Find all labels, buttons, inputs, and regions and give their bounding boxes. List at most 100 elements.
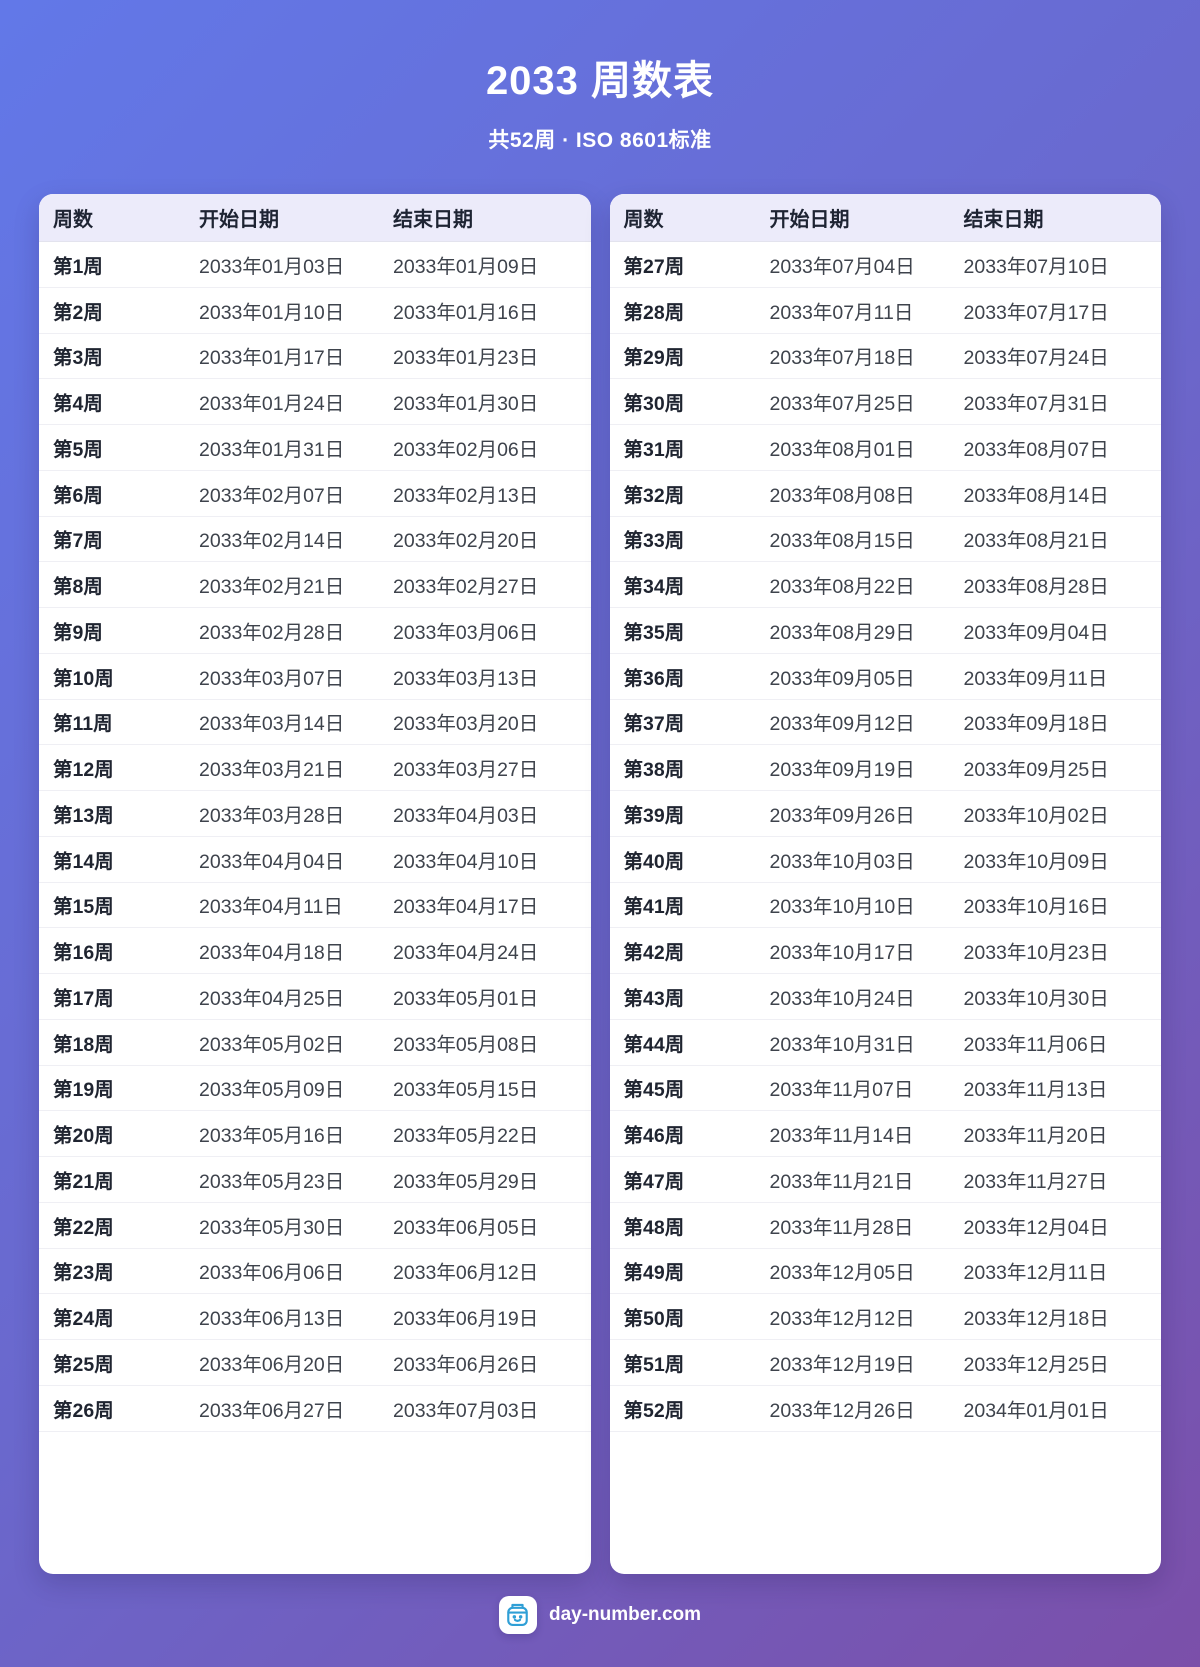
start-date-cell: 2033年06月06日 xyxy=(199,1262,345,1285)
table-row: 第38周 2033年09月19日 2033年09月25日 xyxy=(609,745,1161,791)
end-date-cell: 2033年10月30日 xyxy=(963,987,1109,1010)
week-table-card-second-half: 周数 开始日期 结束日期 第27周 2033年07月04日 2033年07月10… xyxy=(609,194,1161,1574)
start-date-cell: 2033年01月17日 xyxy=(199,347,345,370)
table-row: 第36周 2033年09月05日 2033年09月11日 xyxy=(609,654,1161,700)
week-number-cell: 第42周 xyxy=(623,942,685,965)
end-date-cell: 2033年06月19日 xyxy=(393,1308,539,1331)
week-number-cell: 第5周 xyxy=(53,438,103,461)
week-number-cell: 第23周 xyxy=(53,1262,114,1285)
table-row: 第41周 2033年10月10日 2033年10月16日 xyxy=(609,883,1161,929)
end-date-cell: 2033年12月25日 xyxy=(963,1353,1109,1376)
table-row: 第4周 2033年01月24日 2033年01月30日 xyxy=(39,379,591,425)
table-body-second-half: 第27周 2033年07月04日 2033年07月10日 第28周 2033年0… xyxy=(609,242,1161,1432)
column-header-end-date: 结束日期 xyxy=(393,209,473,231)
end-date-cell: 2033年11月27日 xyxy=(963,1170,1108,1193)
start-date-cell: 2033年12月26日 xyxy=(769,1399,915,1422)
site-name: day-number.com xyxy=(548,1604,702,1625)
start-date-cell: 2033年06月20日 xyxy=(199,1353,345,1376)
week-number-cell: 第41周 xyxy=(623,896,685,919)
end-date-cell: 2033年02月27日 xyxy=(393,576,539,599)
week-number-cell: 第45周 xyxy=(623,1079,685,1102)
start-date-cell: 2033年04月25日 xyxy=(199,987,345,1010)
start-date-cell: 2033年06月27日 xyxy=(199,1399,345,1422)
table-row: 第2周 2033年01月10日 2033年01月16日 xyxy=(39,288,591,334)
table-row: 第37周 2033年09月12日 2033年09月18日 xyxy=(609,700,1161,746)
end-date-cell: 2033年10月09日 xyxy=(963,850,1109,873)
start-date-cell: 2033年12月12日 xyxy=(769,1308,915,1331)
week-number-cell: 第13周 xyxy=(53,804,114,827)
table-row: 第7周 2033年02月14日 2033年02月20日 xyxy=(39,517,591,563)
table-row: 第24周 2033年06月13日 2033年06月19日 xyxy=(39,1294,591,1340)
table-row: 第19周 2033年05月09日 2033年05月15日 xyxy=(39,1066,591,1112)
week-number-cell: 第6周 xyxy=(53,484,103,507)
week-number-cell: 第34周 xyxy=(623,576,685,599)
table-row: 第47周 2033年11月21日 2033年11月27日 xyxy=(609,1157,1161,1203)
end-date-cell: 2033年02月06日 xyxy=(393,438,539,461)
end-date-cell: 2033年08月14日 xyxy=(963,484,1109,507)
table-row: 第46周 2033年11月14日 2033年11月20日 xyxy=(609,1111,1161,1157)
end-date-cell: 2033年06月26日 xyxy=(393,1353,539,1376)
table-row: 第30周 2033年07月25日 2033年07月31日 xyxy=(609,379,1161,425)
start-date-cell: 2033年10月24日 xyxy=(769,987,915,1010)
start-date-cell: 2033年09月19日 xyxy=(769,759,915,782)
week-number-cell: 第39周 xyxy=(623,804,685,827)
table-row: 第51周 2033年12月19日 2033年12月25日 xyxy=(609,1340,1161,1386)
end-date-cell: 2033年09月25日 xyxy=(963,759,1109,782)
end-date-cell: 2033年07月17日 xyxy=(963,301,1109,324)
week-number-cell: 第51周 xyxy=(623,1353,685,1376)
start-date-cell: 2033年03月28日 xyxy=(199,804,345,827)
page-footer: day-number.com xyxy=(0,1596,1200,1634)
start-date-cell: 2033年04月11日 xyxy=(199,896,343,919)
end-date-cell: 2033年07月24日 xyxy=(963,347,1109,370)
week-number-cell: 第24周 xyxy=(53,1308,114,1331)
table-row: 第18周 2033年05月02日 2033年05月08日 xyxy=(39,1020,591,1066)
week-number-cell: 第33周 xyxy=(623,530,685,553)
end-date-cell: 2033年06月05日 xyxy=(393,1216,539,1239)
table-row: 第11周 2033年03月14日 2033年03月20日 xyxy=(39,700,591,746)
week-number-cell: 第15周 xyxy=(53,896,114,919)
end-date-cell: 2033年09月04日 xyxy=(963,621,1109,644)
start-date-cell: 2033年09月26日 xyxy=(769,804,915,827)
week-number-cell: 第1周 xyxy=(53,255,103,278)
column-header-week: 周数 xyxy=(623,209,664,231)
table-row: 第49周 2033年12月05日 2033年12月11日 xyxy=(609,1249,1161,1295)
table-row: 第20周 2033年05月16日 2033年05月22日 xyxy=(39,1111,591,1157)
start-date-cell: 2033年10月31日 xyxy=(769,1033,915,1056)
table-row: 第12周 2033年03月21日 2033年03月27日 xyxy=(39,745,591,791)
start-date-cell: 2033年07月11日 xyxy=(769,301,914,324)
table-row: 第23周 2033年06月06日 2033年06月12日 xyxy=(39,1249,591,1295)
column-header-end-date: 结束日期 xyxy=(963,209,1044,231)
start-date-cell: 2033年03月07日 xyxy=(199,667,345,690)
week-number-cell: 第12周 xyxy=(53,759,114,782)
end-date-cell: 2033年06月12日 xyxy=(393,1262,539,1285)
start-date-cell: 2033年05月23日 xyxy=(199,1170,345,1193)
week-number-cell: 第22周 xyxy=(53,1216,114,1239)
end-date-cell: 2033年11月13日 xyxy=(963,1079,1108,1102)
week-number-cell: 第8周 xyxy=(53,576,103,599)
column-header-start-date: 开始日期 xyxy=(199,209,279,231)
start-date-cell: 2033年08月08日 xyxy=(769,484,915,507)
week-number-cell: 第31周 xyxy=(623,438,685,461)
table-row: 第43周 2033年10月24日 2033年10月30日 xyxy=(609,974,1161,1020)
table-row: 第22周 2033年05月30日 2033年06月05日 xyxy=(39,1203,591,1249)
week-number-cell: 第18周 xyxy=(53,1033,114,1056)
week-number-cell: 第17周 xyxy=(53,987,114,1010)
week-number-cell: 第25周 xyxy=(53,1353,114,1376)
end-date-cell: 2033年05月08日 xyxy=(393,1033,539,1056)
start-date-cell: 2033年08月15日 xyxy=(769,530,915,553)
end-date-cell: 2033年09月11日 xyxy=(963,667,1108,690)
start-date-cell: 2033年11月28日 xyxy=(769,1216,914,1239)
calendar-smiley-icon xyxy=(498,1596,537,1634)
start-date-cell: 2033年05月30日 xyxy=(199,1216,345,1239)
week-number-cell: 第16周 xyxy=(53,942,114,965)
table-row: 第50周 2033年12月12日 2033年12月18日 xyxy=(609,1294,1161,1340)
end-date-cell: 2033年08月07日 xyxy=(963,438,1109,461)
end-date-cell: 2033年04月24日 xyxy=(393,942,539,965)
end-date-cell: 2033年12月18日 xyxy=(963,1308,1109,1331)
start-date-cell: 2033年01月31日 xyxy=(199,438,345,461)
table-row: 第3周 2033年01月17日 2033年01月23日 xyxy=(39,334,591,380)
week-number-cell: 第37周 xyxy=(623,713,685,736)
end-date-cell: 2033年02月20日 xyxy=(393,530,539,553)
start-date-cell: 2033年03月14日 xyxy=(199,713,345,736)
table-row: 第33周 2033年08月15日 2033年08月21日 xyxy=(609,517,1161,563)
